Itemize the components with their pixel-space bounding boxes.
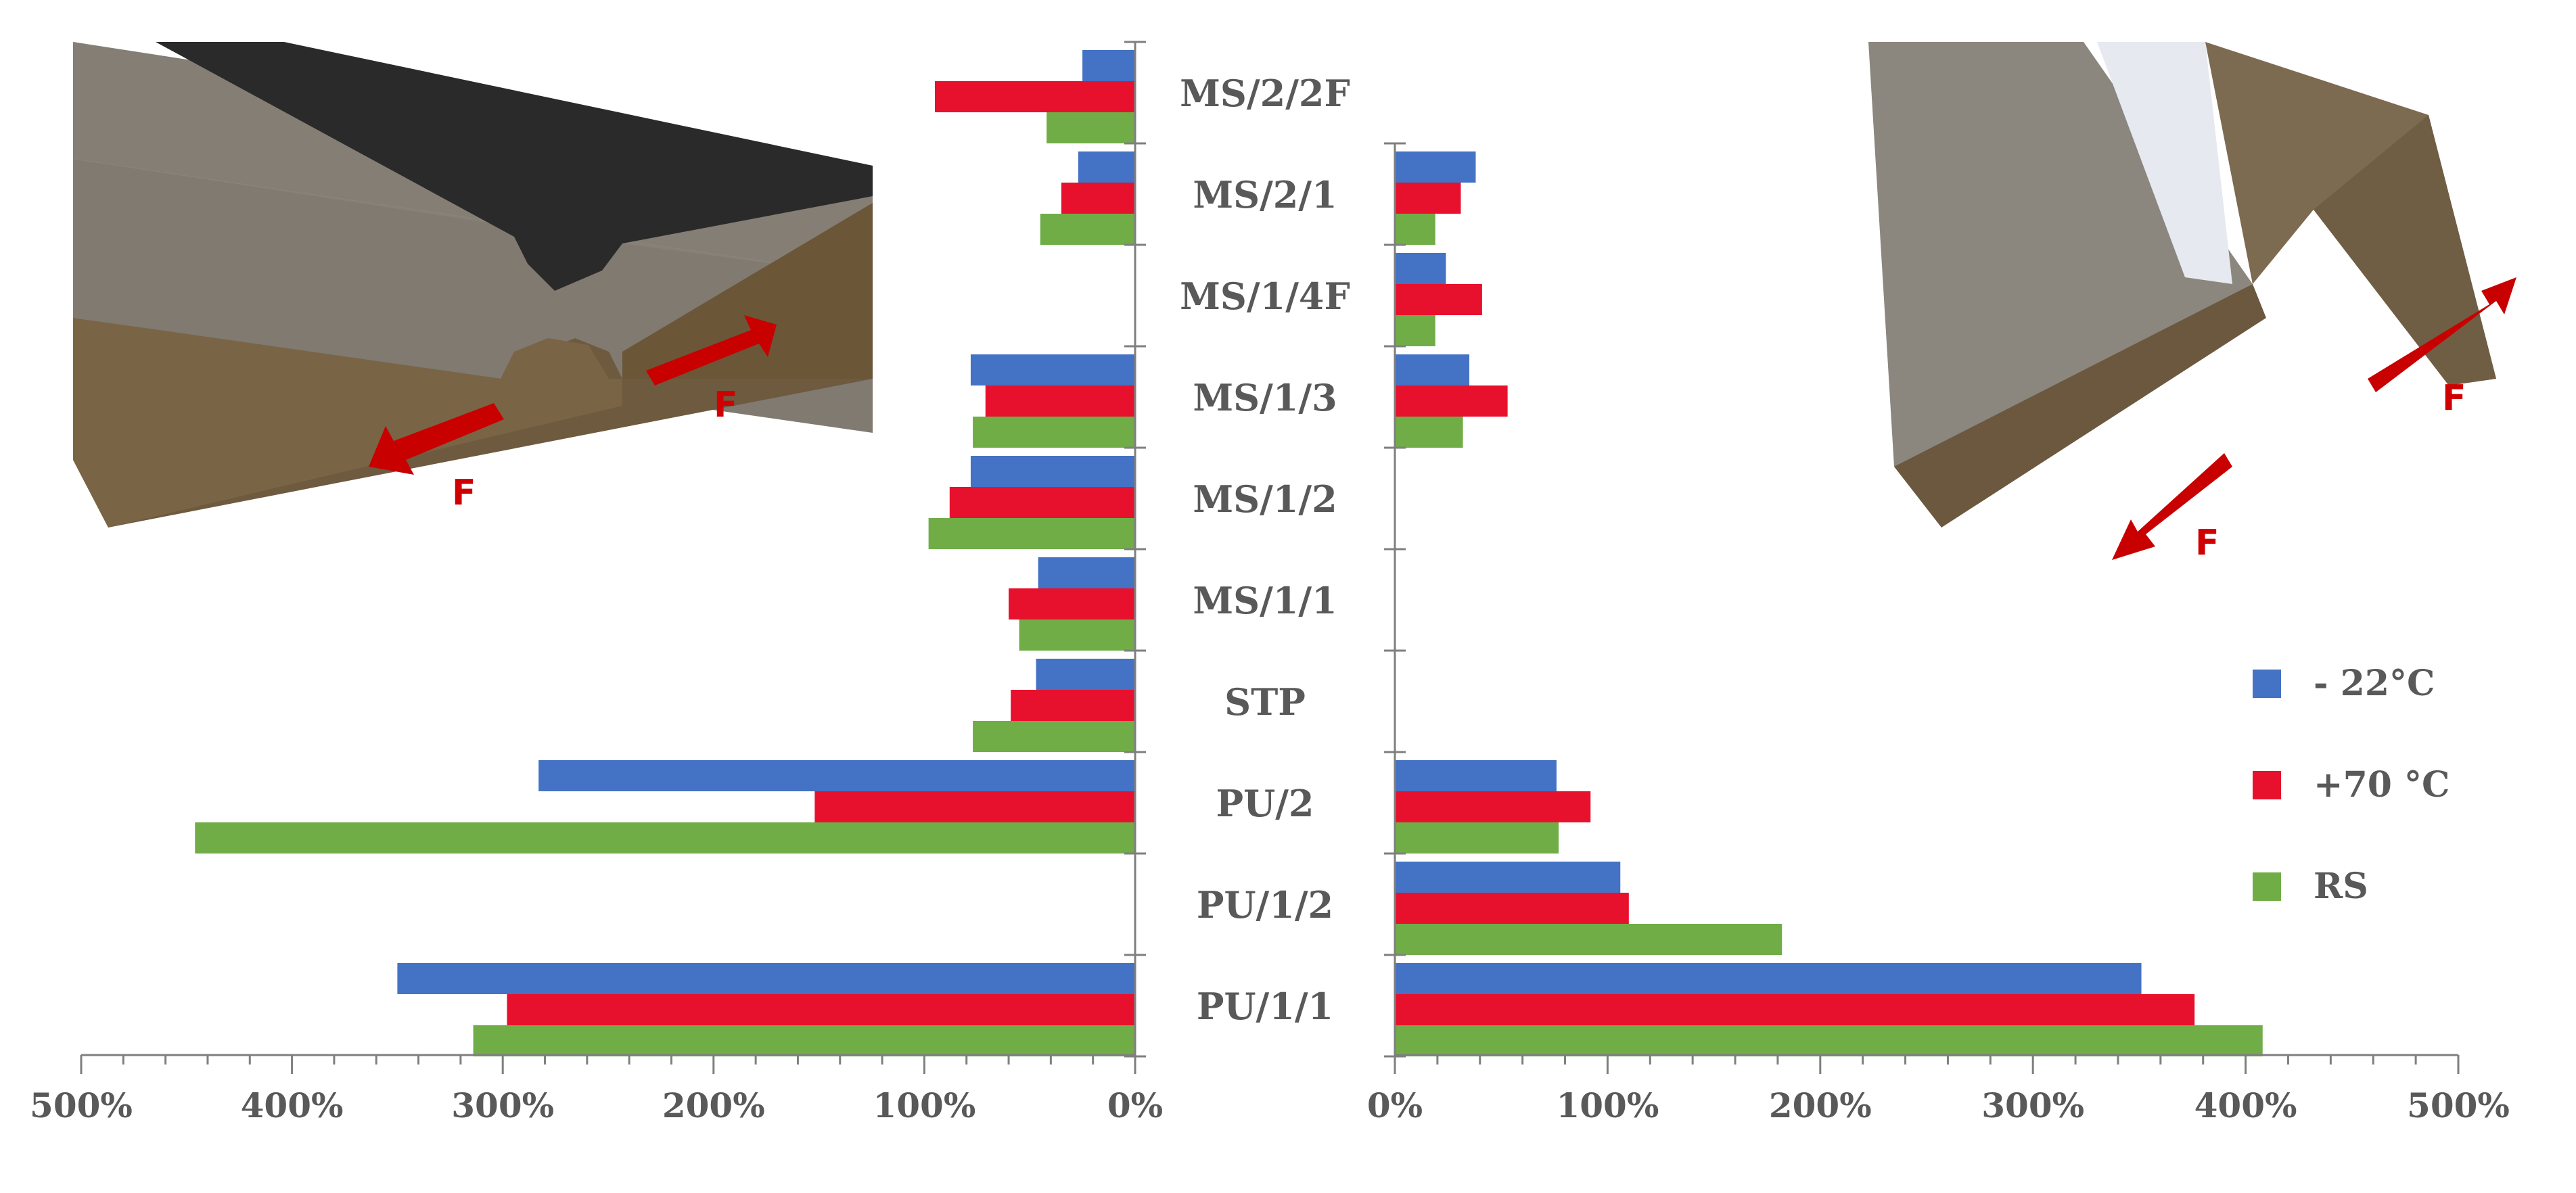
left-x-tick-label: 200% (662, 1085, 765, 1125)
category-label: PU/1/1 (1197, 985, 1333, 1028)
left-bar-ms-1-1-0 (1038, 557, 1135, 588)
left-bar-pu-2-0 (538, 760, 1135, 791)
left-bar-ms-1-2-1 (949, 487, 1135, 518)
left-force-label-1: F (714, 385, 738, 425)
right-bar-pu-1-2-0 (1395, 862, 1621, 893)
category-label: MS/1/4F (1180, 275, 1350, 318)
category-label: MS/1/2 (1193, 477, 1337, 521)
right-force-label-1: F (2442, 378, 2466, 419)
left-x-tick-label: 400% (241, 1085, 344, 1125)
category-label: MS/2/2F (1180, 72, 1350, 115)
left-bar-pu-1-1-2 (473, 1025, 1135, 1056)
left-bar-ms-1-3-0 (970, 354, 1135, 385)
left-bar-ms-1-2-2 (928, 518, 1135, 549)
left-x-tick-label: 0% (1107, 1085, 1163, 1125)
left-bar-ms-2-1-1 (1061, 183, 1135, 214)
right-x-tick-label: 400% (2194, 1085, 2297, 1125)
left-bar-ms-2-2f-0 (1082, 50, 1135, 81)
right-bar-pu-1-2-1 (1395, 893, 1629, 924)
right-bar-ms-1-4f-2 (1395, 315, 1435, 346)
left-bar-ms-1-3-2 (973, 417, 1135, 448)
legend: - 22°C +70 °C RS (2253, 663, 2450, 907)
left-bar-pu-2-1 (814, 791, 1135, 822)
left-bar-stp-1 (1011, 690, 1135, 721)
right-force-label-2: F (2195, 523, 2220, 563)
category-label: MS/1/1 (1193, 579, 1337, 622)
legend-swatch (2253, 670, 2281, 698)
right-bar-pu-2-0 (1395, 760, 1557, 791)
left-bar-pu-1-1-0 (397, 963, 1135, 994)
category-label: MS/2/1 (1193, 173, 1337, 216)
right-x-tick-label: 100% (1556, 1085, 1659, 1125)
left-bar-ms-1-1-2 (1019, 619, 1135, 651)
right-x-tick-label: 300% (1981, 1085, 2084, 1125)
right-bar-pu-1-2-2 (1395, 924, 1782, 955)
left-bar-ms-2-1-2 (1040, 214, 1135, 245)
right-bar-pu-2-2 (1395, 822, 1559, 853)
left-force-label-2: F (452, 473, 476, 513)
category-label: MS/1/3 (1193, 376, 1337, 419)
right-bar-pu-2-1 (1395, 791, 1591, 822)
left-bar-ms-1-1-1 (1009, 588, 1135, 619)
right-bar-ms-2-1-1 (1395, 183, 1461, 214)
bars-layer (195, 50, 2263, 1056)
right-bar-pu-1-1-1 (1395, 994, 2195, 1025)
right-specimen-photo (1868, 42, 2496, 528)
left-x-tick-label: 500% (30, 1085, 133, 1125)
category-label: STP (1224, 680, 1306, 724)
axes-layer (80, 41, 2460, 1074)
right-x-tick-label: 200% (1769, 1085, 1872, 1125)
left-force-arrow-left (369, 403, 504, 475)
legend-label: - 22°C (2314, 663, 2435, 704)
left-bar-ms-1-3-1 (985, 385, 1135, 417)
left-bar-pu-2-2 (195, 822, 1135, 853)
legend-label: +70 °C (2314, 764, 2450, 805)
right-bar-ms-1-3-0 (1395, 354, 1470, 385)
right-bar-ms-1-3-1 (1395, 385, 1508, 417)
right-force-arrow-up (2368, 277, 2516, 392)
right-bar-pu-1-1-0 (1395, 963, 2142, 994)
right-force-arrow-down (2112, 453, 2232, 560)
right-bar-ms-1-4f-1 (1395, 284, 1482, 315)
left-bar-stp-2 (973, 721, 1135, 752)
legend-label: RS (2314, 866, 2368, 907)
category-label: PU/1/2 (1197, 883, 1333, 927)
right-x-tick-label: 500% (2407, 1085, 2510, 1125)
legend-swatch (2253, 872, 2281, 901)
right-x-tick-label: 0% (1367, 1085, 1423, 1125)
left-bar-ms-1-2-0 (970, 456, 1135, 487)
right-bar-ms-2-1-0 (1395, 151, 1476, 183)
left-bar-ms-2-2f-2 (1046, 112, 1135, 143)
right-bar-ms-2-1-2 (1395, 214, 1435, 245)
right-bar-ms-1-3-2 (1395, 417, 1463, 448)
left-x-tick-label: 100% (873, 1085, 975, 1125)
left-force-arrow-right (646, 315, 777, 385)
left-bar-stp-0 (1036, 659, 1135, 690)
left-bar-pu-1-1-1 (507, 994, 1135, 1025)
left-bar-ms-2-2f-1 (934, 81, 1135, 112)
category-label: PU/2 (1216, 782, 1314, 825)
right-bar-pu-1-1-2 (1395, 1025, 2263, 1056)
left-x-tick-label: 300% (451, 1085, 554, 1125)
labels-layer: 500% 400% 300% 200% 100% 0% 0% 100% 200% 300% 400%… (30, 72, 2510, 1125)
left-bar-ms-2-1-0 (1078, 151, 1135, 183)
left-specimen-photo (73, 42, 873, 528)
legend-swatch (2253, 771, 2281, 799)
right-bar-ms-1-4f-0 (1395, 253, 1446, 284)
